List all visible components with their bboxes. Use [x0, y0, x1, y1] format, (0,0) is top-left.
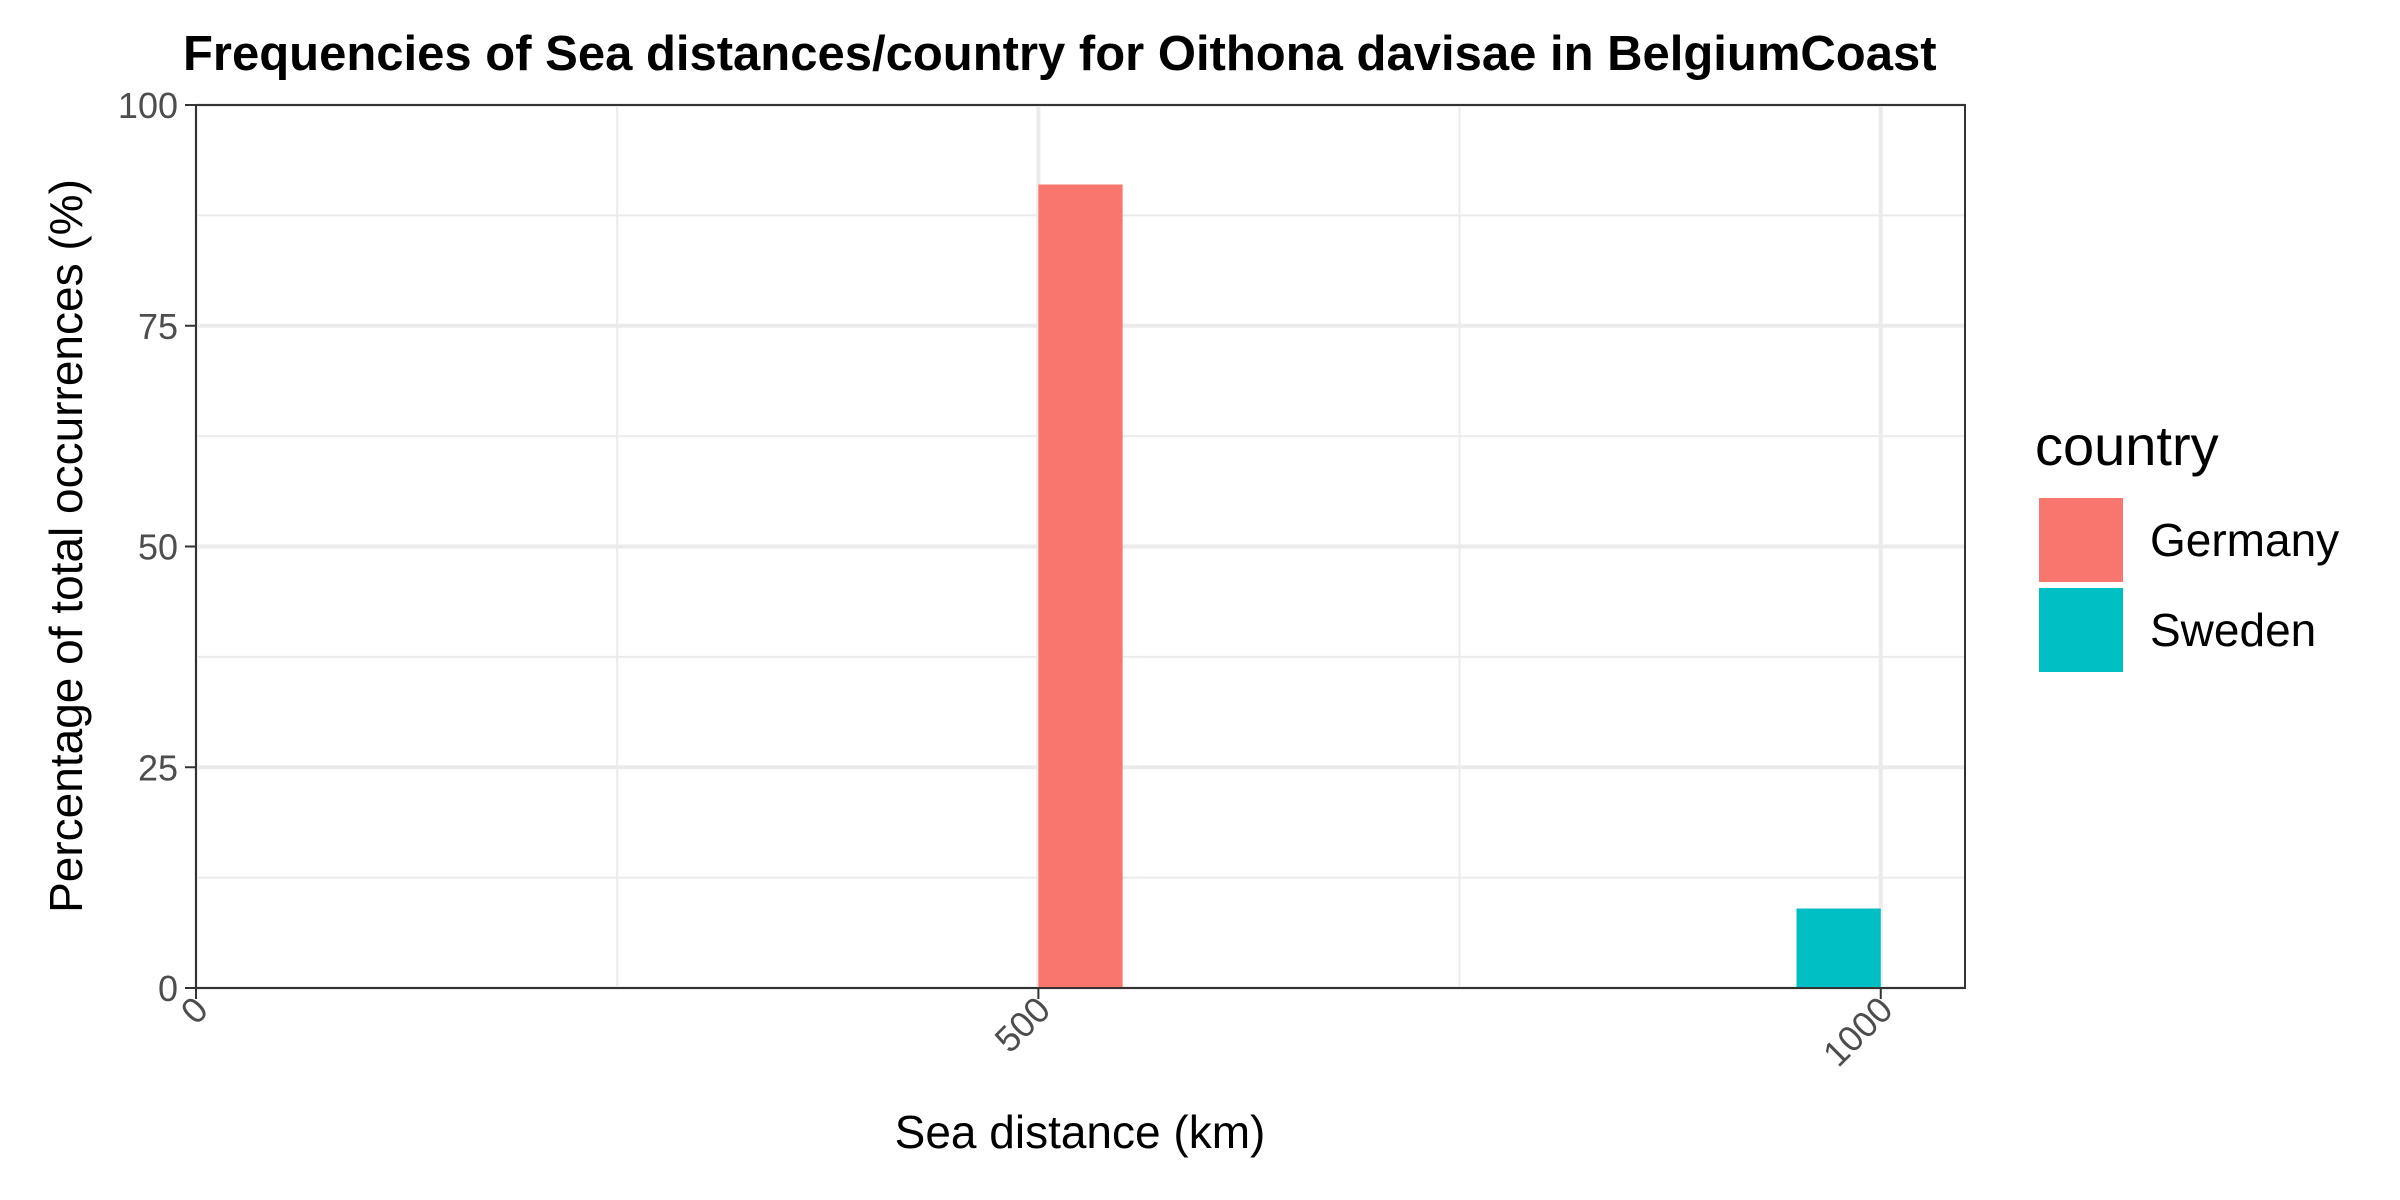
y-tick-label: 100 [118, 85, 178, 126]
y-tick-label: 0 [158, 968, 178, 1009]
x-tick-label: 0 [173, 989, 216, 1032]
bars [1038, 184, 1881, 989]
bar-sweden [1796, 908, 1881, 988]
chart-title: Frequencies of Sea distances/country for… [183, 27, 1937, 81]
y-axis-title: Percentage of total occurrences (%) [40, 179, 92, 913]
legend-items: Germany Sweden [2039, 498, 2339, 672]
plot-area: 0 25 50 75 100 0 500 1000 [118, 85, 1966, 1075]
legend: country Germany Sweden [2035, 414, 2339, 672]
legend-label-sweden: Sweden [2150, 604, 2316, 656]
y-tick-label: 25 [138, 747, 178, 788]
x-tick-label: 500 [987, 989, 1058, 1060]
y-axis-ticks: 0 25 50 75 100 [118, 85, 196, 1009]
legend-label-germany: Germany [2150, 514, 2339, 566]
x-axis-ticks: 0 500 1000 [173, 988, 1901, 1075]
legend-key-germany [2039, 498, 2123, 582]
bar-germany [1038, 184, 1123, 989]
y-tick-label: 50 [138, 527, 178, 568]
x-tick-label: 1000 [1815, 989, 1901, 1075]
y-tick-label: 75 [138, 306, 178, 347]
x-axis-title: Sea distance (km) [895, 1106, 1266, 1158]
legend-title: country [2035, 414, 2219, 477]
legend-key-sweden [2039, 588, 2123, 672]
